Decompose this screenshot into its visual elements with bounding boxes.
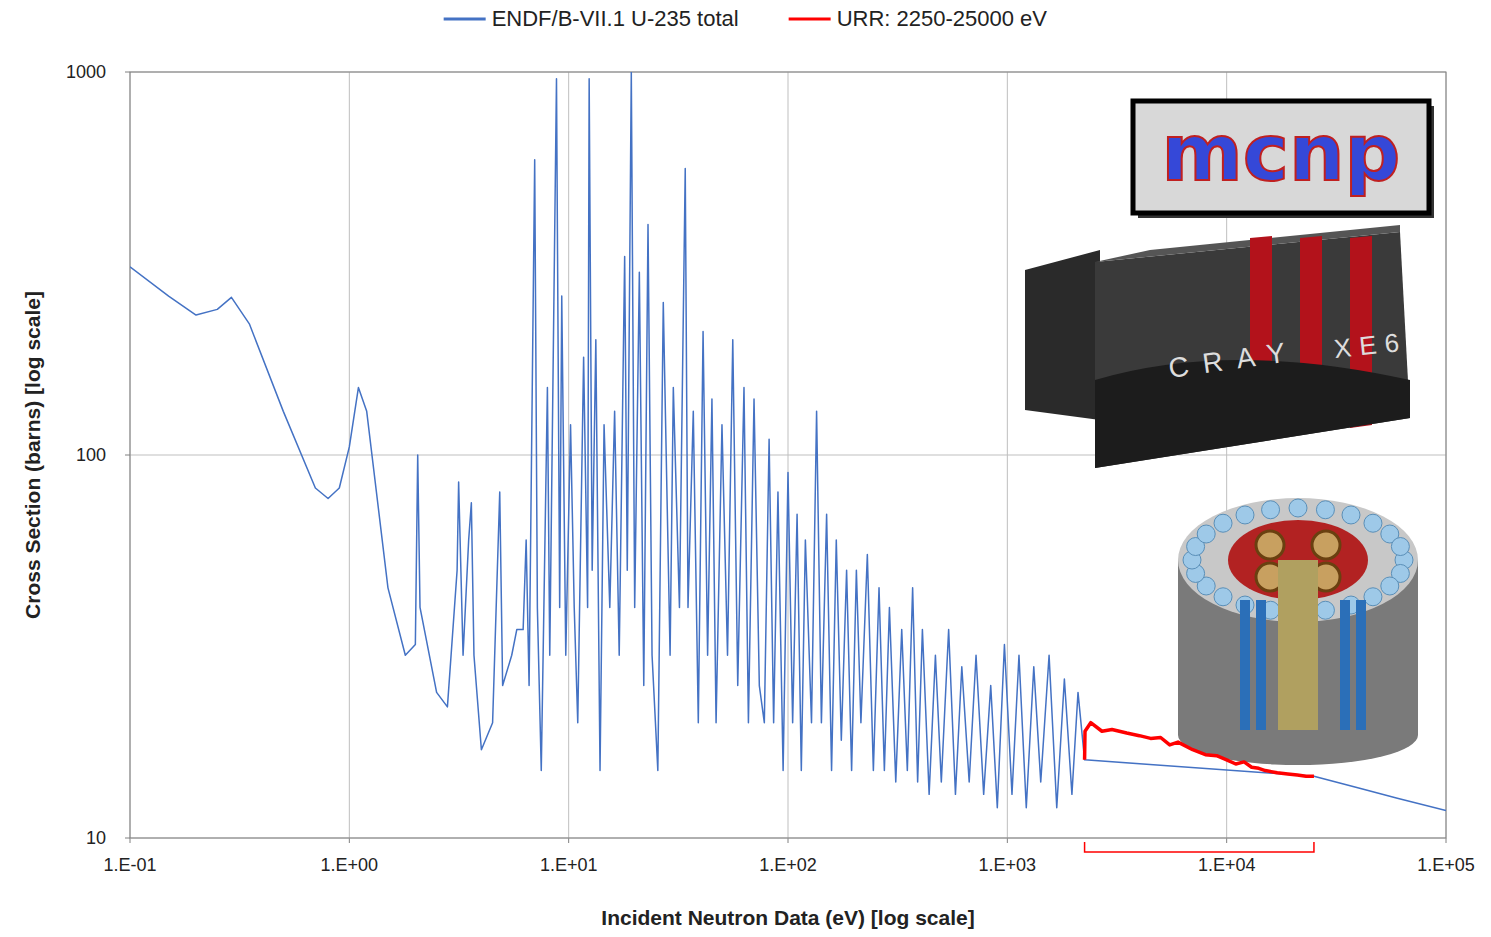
- y-grid-line: [130, 455, 1446, 456]
- reactor-channel: [1381, 577, 1399, 595]
- cabinet-front: [1095, 232, 1410, 468]
- series-line: [130, 72, 1446, 810]
- reactor-channel: [1289, 499, 1307, 517]
- x-tick-label: 1.E+04: [1198, 855, 1256, 875]
- urr-bracket: [1085, 842, 1314, 852]
- reactor-element: [1312, 531, 1340, 559]
- cabinet-label: CRAY: [1167, 335, 1302, 384]
- legend: ENDF/B-VII.1 U-235 total URR: 2250-25000 …: [444, 6, 1048, 31]
- y-tick: [125, 455, 130, 456]
- reactor-channel: [1214, 588, 1232, 606]
- reactor-channel: [1214, 514, 1232, 532]
- chart: 1.E-01 1.E+00 1.E+01 1.E+02 1.E+03 1.E+04 1.E+…: [0, 0, 1491, 937]
- reactor-rod: [1356, 600, 1366, 730]
- data: [130, 72, 1446, 810]
- cabinet-label: XE6: [1332, 326, 1408, 363]
- legend-swatch: [789, 18, 831, 21]
- reactor-rod: [1340, 600, 1350, 730]
- y-tick-label: 100: [76, 445, 106, 465]
- background: [0, 0, 1491, 937]
- y-tick-label: 10: [86, 828, 106, 848]
- y-tick: [125, 838, 130, 839]
- x-tick: [568, 838, 569, 843]
- y-axis-title: Cross Section (barns) [log scale]: [21, 291, 44, 619]
- illustrations: mcnp CRAY XE6: [1025, 101, 1434, 765]
- legend-label: ENDF/B-VII.1 U-235 total: [492, 6, 739, 31]
- reactor-channel: [1316, 501, 1334, 519]
- x-tick: [1226, 838, 1227, 843]
- cabinet-back: [1025, 250, 1100, 420]
- cabinet-swoosh: [1095, 360, 1410, 468]
- reactor-channel: [1391, 538, 1409, 556]
- reactor-column: [1278, 560, 1318, 730]
- legend-swatch: [444, 18, 486, 21]
- x-tick: [1446, 838, 1447, 843]
- x-tick-label: 1.E+00: [321, 855, 379, 875]
- x-tick-label: 1.E+05: [1417, 855, 1475, 875]
- x-tick-label: 1.E-01: [103, 855, 156, 875]
- x-axis-title: Incident Neutron Data (eV) [log scale]: [601, 906, 974, 929]
- logo-text: mcnp: [1162, 108, 1401, 198]
- y-tick-label: 1000: [66, 62, 106, 82]
- x-tick: [130, 838, 131, 843]
- reactor-channel: [1342, 506, 1360, 524]
- x-tick-label: 1.E+02: [759, 855, 817, 875]
- reactor-rod: [1240, 600, 1250, 730]
- x-tick: [788, 838, 789, 843]
- reactor-channel: [1197, 525, 1215, 543]
- series-line: [1085, 723, 1314, 776]
- legend-label: URR: 2250-25000 eV: [837, 6, 1048, 31]
- reactor-channel: [1364, 514, 1382, 532]
- reactor-channel: [1316, 601, 1334, 619]
- reactor-channel: [1236, 506, 1254, 524]
- x-tick-label: 1.E+03: [979, 855, 1037, 875]
- plot-frame: [130, 72, 1446, 838]
- reactor-channel: [1262, 501, 1280, 519]
- x-tick: [349, 838, 350, 843]
- reactor-body: [1178, 560, 1418, 765]
- logo-box: [1133, 101, 1429, 213]
- x-tick-label: 1.E+01: [540, 855, 598, 875]
- reactor-element: [1256, 531, 1284, 559]
- reactor-rod: [1256, 600, 1266, 730]
- y-tick: [125, 72, 130, 73]
- reactor-channel: [1364, 588, 1382, 606]
- grid: [125, 72, 1446, 843]
- x-tick: [1007, 838, 1008, 843]
